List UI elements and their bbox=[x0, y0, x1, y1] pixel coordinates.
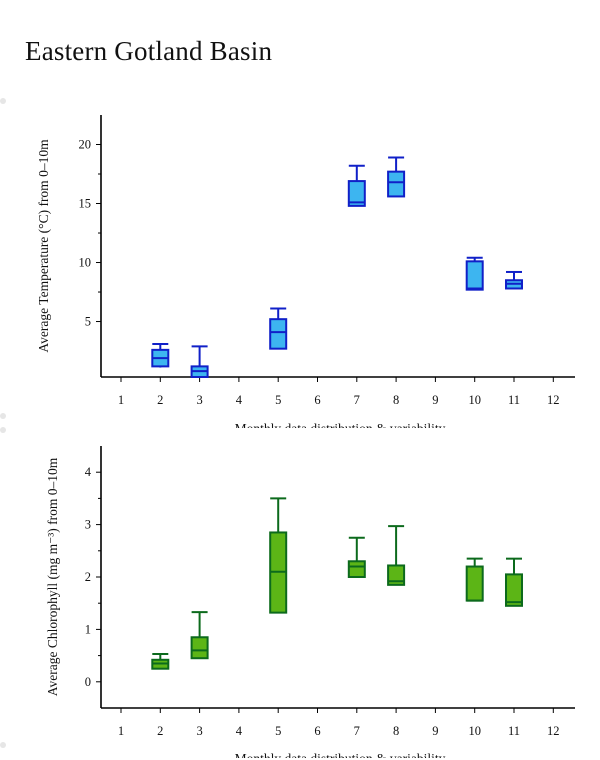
y-tick-label: 5 bbox=[85, 315, 91, 329]
edge-markers bbox=[0, 98, 6, 748]
box bbox=[505, 573, 523, 607]
box-month-11 bbox=[505, 557, 523, 607]
edge-dot bbox=[0, 742, 6, 748]
box-month-7 bbox=[347, 164, 366, 207]
edge-dot bbox=[0, 413, 6, 419]
y-tick-label: 15 bbox=[79, 197, 92, 211]
page-title: Eastern Gotland Basin bbox=[25, 36, 273, 66]
box-month-2 bbox=[151, 653, 170, 670]
x-tick-label: 1 bbox=[118, 724, 124, 738]
box-month-3 bbox=[190, 611, 209, 660]
x-tick-label: 6 bbox=[314, 393, 320, 407]
x-tick-label: 10 bbox=[468, 724, 481, 738]
box bbox=[190, 636, 209, 660]
y-tick-label: 3 bbox=[85, 518, 91, 532]
x-tick-label: 12 bbox=[547, 393, 560, 407]
x-tick-label: 9 bbox=[432, 393, 438, 407]
box bbox=[465, 260, 484, 291]
box bbox=[347, 560, 366, 579]
box-month-5 bbox=[269, 497, 288, 614]
box-month-7 bbox=[347, 536, 366, 579]
y-tick-label: 0 bbox=[85, 675, 91, 689]
box-month-10 bbox=[465, 557, 484, 602]
x-tick-label: 5 bbox=[275, 393, 281, 407]
x-axis-label: Monthly data distribution & variability bbox=[235, 421, 446, 436]
box bbox=[347, 180, 366, 207]
x-tick-label: 8 bbox=[393, 724, 399, 738]
box-month-8 bbox=[387, 156, 406, 198]
x-tick-label: 4 bbox=[236, 724, 243, 738]
x-tick-label: 11 bbox=[508, 724, 520, 738]
box bbox=[387, 564, 406, 586]
x-tick-label: 1 bbox=[118, 393, 124, 407]
box-month-10 bbox=[465, 256, 484, 291]
x-tick-label: 7 bbox=[354, 393, 360, 407]
box-month-2 bbox=[151, 342, 170, 368]
x-tick-label: 2 bbox=[157, 724, 163, 738]
y-tick-label: 1 bbox=[85, 622, 91, 636]
box-month-8 bbox=[387, 525, 406, 586]
edge-dot bbox=[0, 98, 6, 104]
box-month-11 bbox=[505, 270, 523, 290]
box bbox=[465, 565, 484, 602]
box bbox=[269, 318, 288, 350]
x-tick-label: 12 bbox=[547, 724, 560, 738]
x-tick-label: 5 bbox=[275, 724, 281, 738]
x-axis-label: Monthly data distribution & variability bbox=[235, 751, 446, 760]
y-tick-label: 10 bbox=[79, 256, 92, 270]
y-axis-label: Average Chlorophyll (mg m⁻³) from 0–10m bbox=[45, 457, 60, 696]
y-axis-label: Average Temperature (°C) from 0–10m bbox=[36, 139, 51, 353]
edge-dot bbox=[0, 427, 6, 433]
box bbox=[387, 170, 406, 198]
x-tick-label: 11 bbox=[508, 393, 520, 407]
x-tick-label: 3 bbox=[196, 393, 202, 407]
x-tick-label: 10 bbox=[468, 393, 481, 407]
x-tick-label: 2 bbox=[157, 393, 163, 407]
y-tick-label: 2 bbox=[85, 570, 91, 584]
x-tick-label: 6 bbox=[314, 724, 320, 738]
y-tick-label: 4 bbox=[85, 465, 92, 479]
x-tick-label: 4 bbox=[236, 393, 243, 407]
x-tick-label: 3 bbox=[196, 724, 202, 738]
y-tick-label: 20 bbox=[79, 138, 92, 152]
x-tick-label: 9 bbox=[432, 724, 438, 738]
box-month-5 bbox=[269, 307, 288, 350]
x-tick-label: 7 bbox=[354, 724, 360, 738]
x-tick-label: 8 bbox=[393, 393, 399, 407]
box-month-3 bbox=[190, 345, 209, 379]
